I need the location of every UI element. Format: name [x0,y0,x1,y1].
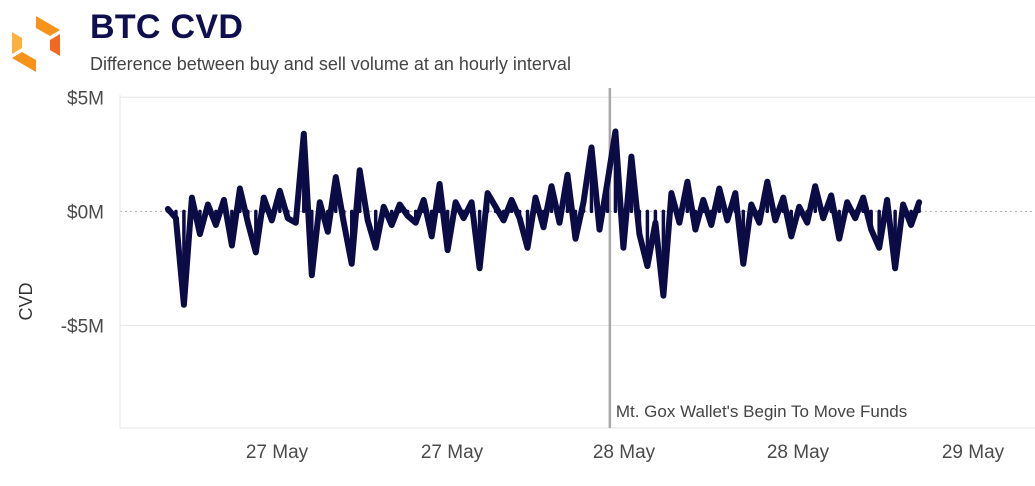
x-tick-label: 29 May [942,442,1005,463]
y-tick-label: $5M [67,88,104,109]
annotation-label: Mt. Gox Wallet's Begin To Move Funds [616,402,907,421]
y-tick-label: -$5M [61,316,104,337]
logo-segment [36,16,60,36]
series-layer [164,128,923,308]
annotation-layer: Mt. Gox Wallet's Begin To Move Funds [608,88,907,428]
grid-layer [119,95,1035,429]
y-tick-label: $0M [67,202,104,223]
logo-segment [12,52,36,72]
x-tick-label: 27 May [421,442,484,463]
chart-subtitle: Difference between buy and sell volume a… [90,54,571,74]
y-axis-title: CVD [16,282,36,320]
chart-title: BTC CVD [90,8,244,46]
logo-segment [12,32,22,54]
axis-layer: $5M $0M -$5M 27 May 27 May 28 May 28 May 29 May… [16,88,1005,463]
logo-segment [50,34,60,56]
x-tick-label: 28 May [767,442,830,463]
brand-logo-icon [12,16,60,72]
x-tick-label: 28 May [593,442,656,463]
x-tick-label: 27 May [246,442,309,463]
